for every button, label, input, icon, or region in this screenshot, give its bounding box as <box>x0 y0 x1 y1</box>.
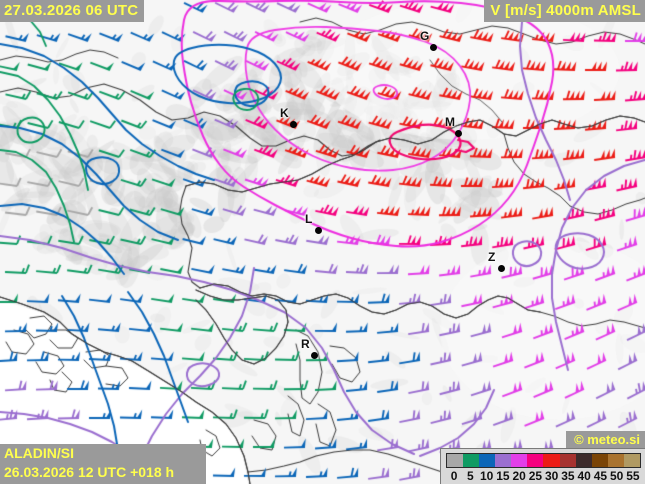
model-run-info: ALADIN/SI 26.03.2026 12 UTC +018 h <box>0 444 206 484</box>
color-scale-tick: 30 <box>544 469 559 483</box>
color-scale-ticks: 0 5 10 15 20 25 30 35 40 45 50 55 <box>441 469 645 484</box>
color-scale-tick: 25 <box>528 469 543 483</box>
city-label: M <box>445 115 455 129</box>
color-swatch-55 <box>623 454 640 467</box>
city-label: L <box>305 212 313 226</box>
city-dot-icon <box>430 44 437 51</box>
color-swatch-0 <box>447 454 464 467</box>
color-scale-tick: 35 <box>561 469 575 483</box>
color-scale-tick: 15 <box>496 469 510 483</box>
color-swatch-10 <box>479 454 496 467</box>
city-label: K <box>280 106 289 120</box>
city-dot-icon <box>498 265 505 272</box>
color-swatch-35 <box>559 454 576 467</box>
color-scale-tick: 0 <box>450 469 458 483</box>
color-scale-tick: 20 <box>512 469 526 483</box>
color-scale-bar <box>446 453 641 468</box>
color-swatch-40 <box>575 454 592 467</box>
color-scale-tick: 45 <box>593 469 608 483</box>
field-title-label: V [m/s] 4000m AMSL <box>484 0 645 22</box>
city-dot-icon <box>455 130 462 137</box>
city-dot-icon <box>290 121 297 128</box>
color-scale-legend: 0 5 10 15 20 25 30 35 40 45 50 55 <box>440 448 645 484</box>
color-scale-tick: 55 <box>626 469 640 483</box>
color-scale-tick: 40 <box>577 469 591 483</box>
color-swatch-45 <box>591 454 608 467</box>
color-swatch-30 <box>543 454 560 467</box>
color-scale-tick: 5 <box>467 469 474 483</box>
color-swatch-25 <box>527 454 544 467</box>
city-label: Z <box>488 250 496 264</box>
color-scale-tick: 10 <box>479 469 494 483</box>
color-swatch-20 <box>511 454 528 467</box>
color-swatch-5 <box>463 454 480 467</box>
color-swatch-50 <box>607 454 624 467</box>
model-name-label: ALADIN/SI <box>4 445 74 461</box>
color-swatch-15 <box>495 454 512 467</box>
city-label: R <box>301 337 310 351</box>
city-label: G <box>420 29 430 43</box>
copyright-label: © meteo.si <box>566 431 645 448</box>
color-scale-tick: 50 <box>609 469 624 483</box>
city-dot-icon <box>315 227 322 234</box>
model-run-label: 26.03.2026 12 UTC +018 h <box>4 464 175 480</box>
valid-time-label: 27.03.2026 06 UTC <box>0 0 145 22</box>
city-dot-icon <box>311 352 318 359</box>
